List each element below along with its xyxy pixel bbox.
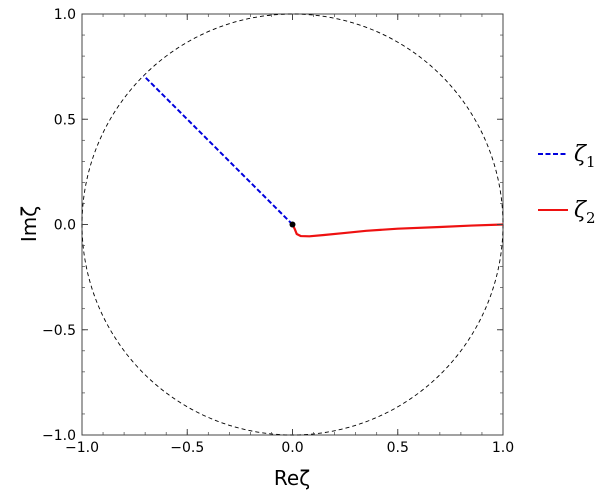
x-tick-label: −0.5 bbox=[170, 440, 204, 456]
x-tick-label: 0.0 bbox=[281, 440, 303, 456]
y-axis-title: Imζ bbox=[17, 206, 41, 242]
marker-layer bbox=[289, 221, 296, 228]
y-tick-label: −1.0 bbox=[42, 428, 76, 444]
x-tick-label: 1.0 bbox=[492, 440, 514, 456]
y-tick-label: 0.5 bbox=[54, 112, 76, 128]
x-tick-label: 0.5 bbox=[387, 440, 409, 456]
series-2-line bbox=[291, 223, 504, 238]
legend-label-2: ζ2 bbox=[574, 198, 595, 227]
series-1-line bbox=[142, 74, 294, 226]
tick-layer: −1.0 −0.5 0.0 0.5 1.0 −1.0 −0.5 0.0 0.5 1.0 bbox=[42, 7, 514, 456]
y-tick-label: −0.5 bbox=[42, 323, 76, 339]
y-tick-label: 0.0 bbox=[54, 218, 76, 234]
x-axis-title: Reζ bbox=[274, 466, 310, 490]
legend: ζ1 ζ2 bbox=[538, 142, 595, 227]
origin-point bbox=[289, 221, 296, 228]
y-tick-label: 1.0 bbox=[54, 7, 76, 23]
x-tick-label: −1.0 bbox=[65, 440, 99, 456]
legend-label-1: ζ1 bbox=[574, 142, 595, 171]
series-layer bbox=[142, 74, 504, 238]
